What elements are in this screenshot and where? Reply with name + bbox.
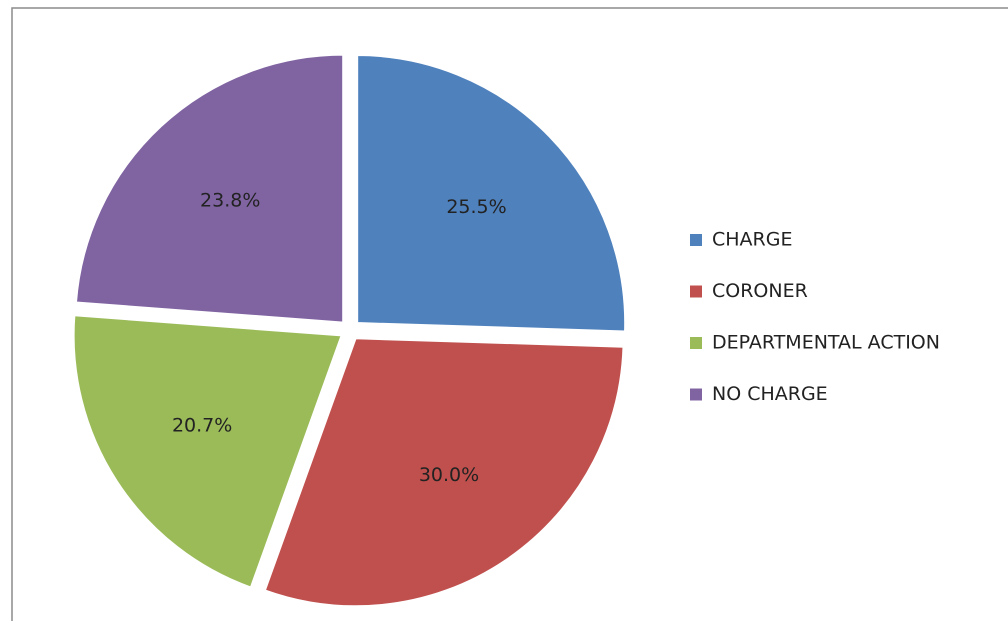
legend-swatch (690, 285, 702, 298)
pie-slice (356, 54, 627, 333)
pie-slice (74, 53, 345, 324)
pie-slice (263, 337, 625, 608)
legend-swatch (690, 388, 702, 401)
legend-label: DEPARTMENTAL ACTION (712, 332, 940, 354)
data-label: 25.5% (446, 196, 506, 218)
data-label: 20.7% (172, 414, 232, 436)
legend-swatch (690, 337, 702, 349)
legend-label: CHARGE (712, 229, 792, 251)
data-label: 30.0% (419, 464, 479, 486)
legend-label: NO CHARGE (712, 383, 828, 405)
pie-slice (72, 314, 343, 589)
legend-label: CORONER (712, 280, 808, 302)
legend-swatch (690, 234, 702, 246)
data-label: 23.8% (200, 189, 260, 211)
